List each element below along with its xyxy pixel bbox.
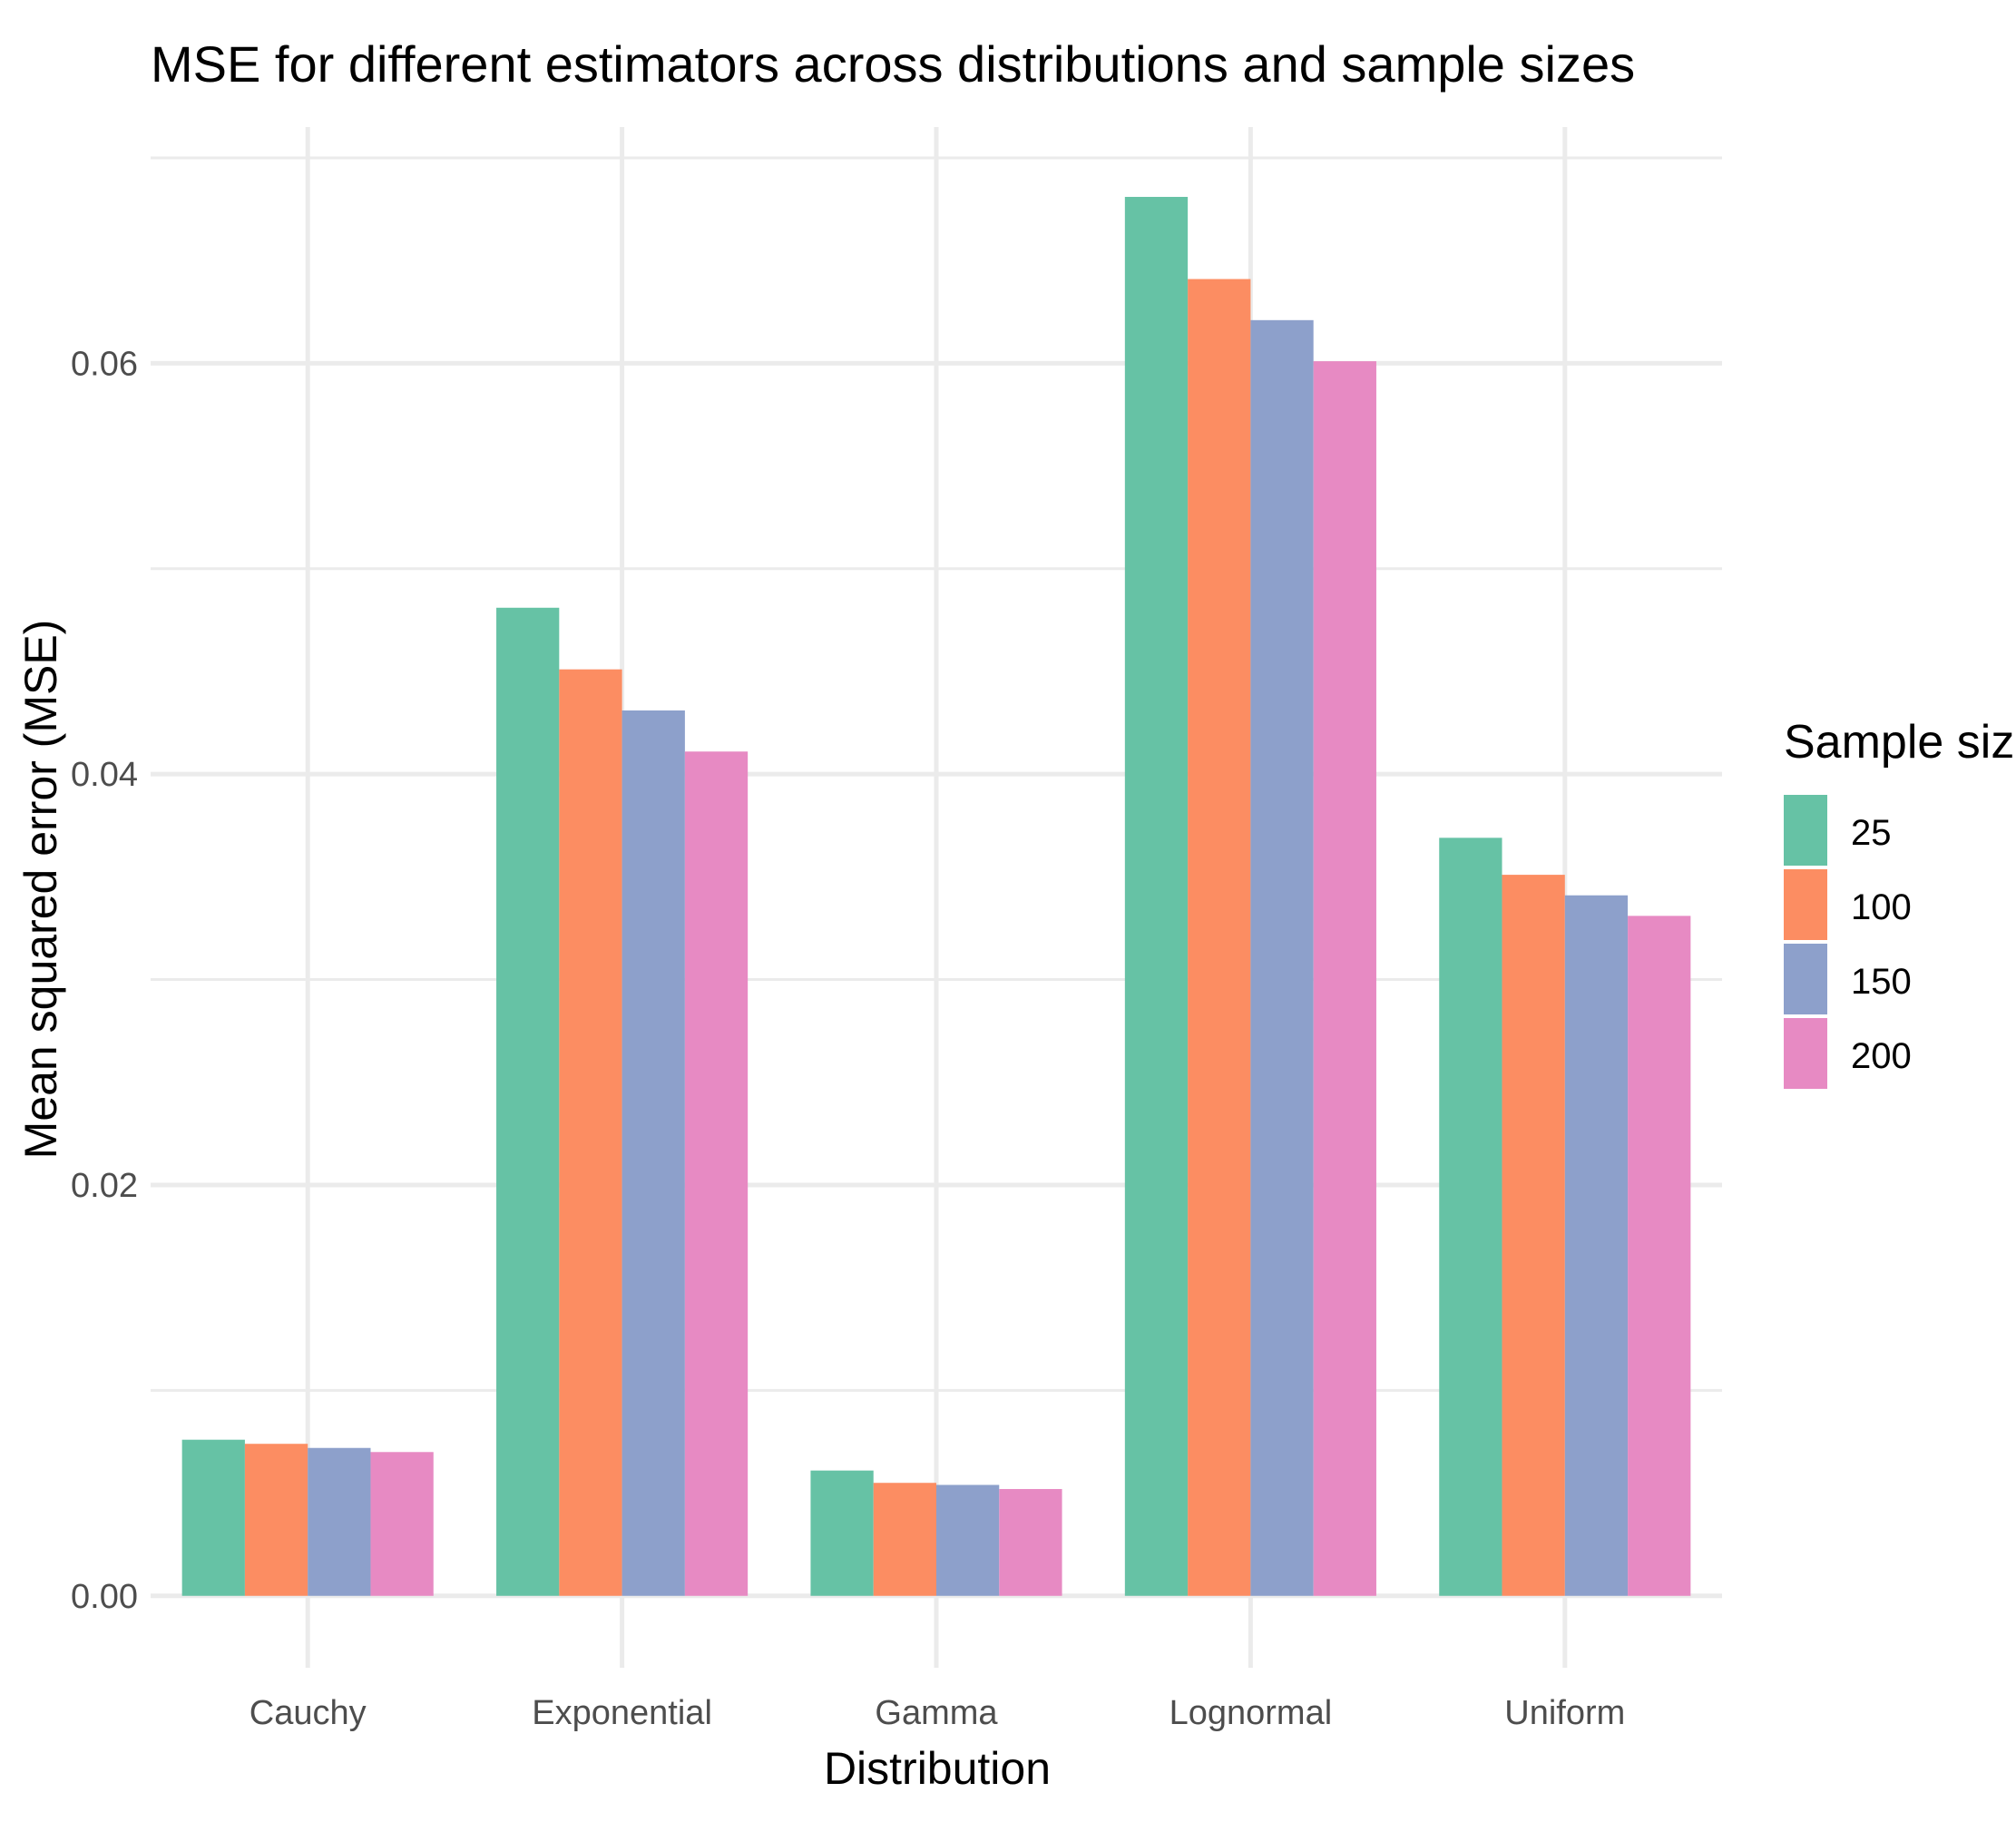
legend-label-200: 200: [1851, 1036, 1912, 1076]
legend-swatch-200: [1784, 1018, 1827, 1089]
bar-exponential-100: [559, 669, 622, 1596]
bar-gamma-200: [999, 1489, 1062, 1596]
x-tick-label: Uniform: [1504, 1694, 1625, 1732]
legend-title: Sample size: [1784, 716, 2016, 769]
legend: Sample size 25 100 150 200: [1784, 716, 2016, 1089]
y-tick-label: 0.00: [71, 1578, 138, 1616]
legend-label-25: 25: [1851, 813, 1892, 853]
y-tick-label: 0.06: [71, 345, 138, 383]
bar-cauchy-100: [244, 1444, 308, 1596]
bar-lognormal-200: [1313, 361, 1376, 1596]
bar-cauchy-200: [370, 1452, 434, 1596]
legend-label-150: 150: [1851, 962, 1912, 1002]
legend-swatch-25: [1784, 795, 1827, 866]
y-axis-title: Mean squared error (MSE): [15, 620, 66, 1160]
legend-swatch-100: [1784, 869, 1827, 940]
bar-gamma-100: [873, 1483, 936, 1596]
y-tick-label: 0.04: [71, 756, 138, 794]
bars-group: [181, 196, 1691, 1596]
bar-gamma-25: [810, 1470, 874, 1596]
bar-lognormal-100: [1188, 279, 1251, 1596]
x-tick-label: Exponential: [532, 1694, 712, 1732]
bar-lognormal-150: [1250, 319, 1314, 1596]
bar-exponential-200: [684, 751, 749, 1596]
bar-cauchy-25: [181, 1439, 245, 1596]
legend-label-100: 100: [1851, 887, 1912, 927]
bar-exponential-150: [621, 710, 685, 1596]
x-tick-label: Lognormal: [1169, 1694, 1333, 1732]
bar-gamma-150: [936, 1484, 1000, 1596]
chart-title: MSE for different estimators across dist…: [151, 35, 1635, 93]
legend-swatch-150: [1784, 944, 1827, 1014]
bar-exponential-25: [496, 607, 560, 1596]
bar-uniform-150: [1564, 895, 1629, 1596]
y-tick-label: 0.02: [71, 1167, 138, 1205]
bar-uniform-25: [1439, 838, 1502, 1596]
x-axis-title: Distribution: [824, 1743, 1051, 1794]
bar-uniform-200: [1628, 916, 1691, 1596]
bar-uniform-100: [1502, 875, 1565, 1596]
x-tick-label: Gamma: [875, 1694, 998, 1732]
bar-lognormal-25: [1124, 196, 1189, 1596]
y-tick-labels: 0.00 0.02 0.04 0.06: [71, 345, 138, 1615]
x-tick-labels: Cauchy Exponential Gamma Lognormal Uniform: [250, 1694, 1626, 1732]
bar-cauchy-150: [308, 1447, 371, 1596]
x-tick-label: Cauchy: [250, 1694, 367, 1732]
